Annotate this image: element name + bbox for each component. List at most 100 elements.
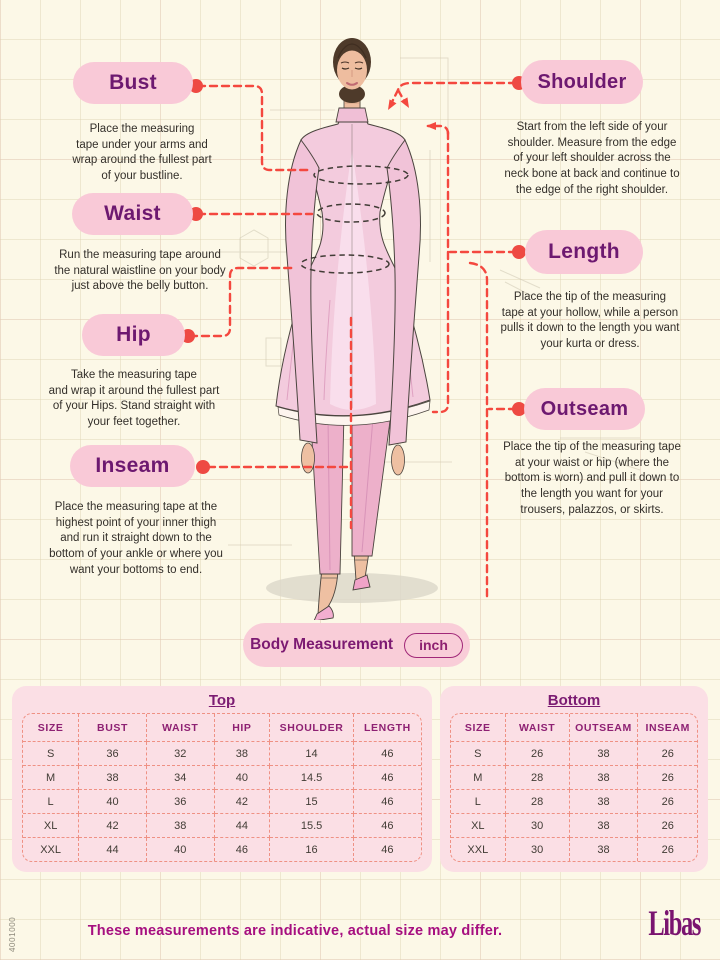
- cell: 28: [504, 765, 570, 790]
- col-header: INSEAM: [637, 714, 697, 742]
- figure-illustration: [181, 38, 641, 620]
- cell: XL: [451, 813, 506, 838]
- length-description: Place the tip of the measuring tape at y…: [500, 291, 680, 350]
- cell: 38: [145, 813, 215, 838]
- col-header: SHOULDER: [269, 714, 354, 742]
- cell: 15.5: [269, 813, 354, 838]
- col-header: HIP: [213, 714, 271, 742]
- cell: 46: [352, 741, 421, 766]
- col-header: SIZE: [23, 714, 80, 742]
- table-header-row: SIZE WAIST OUTSEAM INSEAM: [451, 714, 697, 742]
- side-code: 4001000: [8, 916, 17, 952]
- unit-toggle-inch[interactable]: inch: [404, 632, 463, 658]
- bust-description: Place the measuring tape under your arms…: [72, 123, 212, 182]
- cell: 26: [637, 813, 697, 838]
- waist-label-pill: Waist: [72, 193, 193, 235]
- libas-logo: Libas: [648, 903, 701, 943]
- outseam-description: Place the tip of the measuring tape at y…: [503, 441, 681, 516]
- bust-connector: [196, 84, 310, 172]
- hip-description: Take the measuring tape and wrap it arou…: [48, 369, 220, 428]
- table-header-row: SIZE BUST WAIST HIP SHOULDER LENGTH: [23, 714, 421, 742]
- table-row: S 36 32 38 14 46: [23, 741, 421, 766]
- table-row: M 38 34 40 14.5 46: [23, 765, 421, 790]
- cell: M: [451, 765, 506, 790]
- cell: XXL: [451, 837, 506, 861]
- cell: 40: [78, 789, 147, 814]
- top-size-table: SIZE BUST WAIST HIP SHOULDER LENGTH S 36 3…: [22, 713, 422, 862]
- sketch-marks: [218, 57, 641, 546]
- hip-label: Hip: [116, 323, 151, 346]
- section-title: Body Measurement: [250, 636, 394, 653]
- cell: 26: [637, 765, 697, 790]
- inseam-description: Place the measuring tape at the highest …: [49, 501, 223, 576]
- bottom-size-table: SIZE WAIST OUTSEAM INSEAM S 26 38 26 M 28 38 2…: [450, 713, 698, 862]
- fashion-figure: [275, 38, 431, 620]
- col-header: OUTSEAM: [568, 714, 639, 742]
- length-label-pill: Length: [525, 230, 643, 274]
- cell: 46: [352, 813, 421, 838]
- cell: 38: [568, 837, 639, 861]
- col-header: LENGTH: [352, 714, 421, 742]
- top-table-title: Top: [208, 692, 236, 709]
- table-row: XL 42 38 44 15.5 46: [23, 813, 421, 838]
- cell: 38: [568, 789, 639, 814]
- cell: 36: [78, 741, 147, 766]
- waist-label: Waist: [104, 202, 161, 225]
- inseam-label-pill: Inseam: [70, 445, 195, 487]
- cell: 44: [213, 813, 271, 838]
- table-row: XXL 30 38 26: [451, 837, 697, 861]
- hip-label-pill: Hip: [82, 314, 185, 356]
- cell: 46: [213, 837, 271, 861]
- cell: L: [23, 789, 80, 814]
- cell: 46: [352, 789, 421, 814]
- cell: 38: [568, 765, 639, 790]
- cell: XXL: [23, 837, 80, 861]
- floor-shadow: [266, 573, 438, 603]
- cell: 16: [269, 837, 354, 861]
- table-row: S 26 38 26: [451, 741, 697, 766]
- cell: 38: [213, 741, 271, 766]
- cell: 38: [568, 741, 639, 766]
- cell: 38: [568, 813, 639, 838]
- col-header: WAIST: [504, 714, 570, 742]
- shoulder-label: Shoulder: [537, 70, 627, 93]
- col-header: SIZE: [451, 714, 506, 742]
- shoulder-label-pill: Shoulder: [521, 60, 643, 104]
- cell: 30: [504, 837, 570, 861]
- connector-arrows: [388, 97, 436, 130]
- cell: 46: [352, 837, 421, 861]
- bottom-table-title: Bottom: [547, 692, 601, 709]
- shoulder-connector: [388, 81, 518, 108]
- measure-ellipses: [300, 165, 409, 274]
- cell: 26: [637, 837, 697, 861]
- cell: 30: [504, 813, 570, 838]
- cell: 44: [78, 837, 147, 861]
- shoulder-description: Start from the left side of your shoulde…: [504, 121, 680, 196]
- table-row: M 28 38 26: [451, 765, 697, 790]
- table-row: L 40 36 42 15 46: [23, 789, 421, 814]
- cell: 32: [145, 741, 215, 766]
- waist-description: Run the measuring tape around the natura…: [54, 249, 226, 293]
- cell: 42: [213, 789, 271, 814]
- cell: 15: [269, 789, 354, 814]
- bottom-size-panel: Bottom SIZE WAIST OUTSEAM INSEAM S 26 38 26…: [440, 686, 708, 872]
- bust-label: Bust: [109, 71, 157, 94]
- col-header: WAIST: [145, 714, 215, 742]
- cell: 40: [213, 765, 271, 790]
- outseam-label: Outseam: [540, 397, 629, 420]
- bust-label-pill: Bust: [73, 62, 193, 104]
- cell: S: [23, 741, 80, 766]
- cell: 14: [269, 741, 354, 766]
- cell: 40: [145, 837, 215, 861]
- table-row: XXL 44 40 46 16 46: [23, 837, 421, 861]
- cell: 36: [145, 789, 215, 814]
- cell: 26: [637, 789, 697, 814]
- cell: 34: [145, 765, 215, 790]
- cell: 38: [78, 765, 147, 790]
- cell: XL: [23, 813, 80, 838]
- cell: 46: [352, 765, 421, 790]
- table-row: L 28 38 26: [451, 789, 697, 814]
- cell: L: [451, 789, 506, 814]
- disclaimer-note: These measurements are indicative, actua…: [87, 923, 503, 939]
- cell: 28: [504, 789, 570, 814]
